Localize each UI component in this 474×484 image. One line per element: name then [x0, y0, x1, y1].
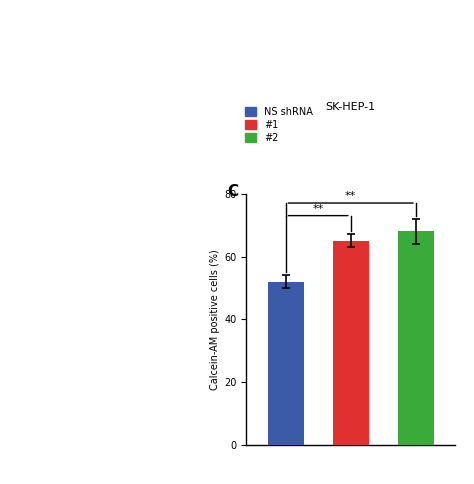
Bar — [398, 231, 434, 445]
Text: **: ** — [345, 192, 356, 201]
Text: C: C — [228, 184, 238, 199]
Title: SK-HEP-1: SK-HEP-1 — [326, 102, 376, 112]
Bar — [333, 241, 369, 445]
Y-axis label: Calcein-AM positive cells (%): Calcein-AM positive cells (%) — [210, 249, 220, 390]
Legend: NS shRNA, #1, #2: NS shRNA, #1, #2 — [241, 103, 317, 147]
Bar — [268, 282, 303, 445]
Text: **: ** — [312, 204, 324, 214]
